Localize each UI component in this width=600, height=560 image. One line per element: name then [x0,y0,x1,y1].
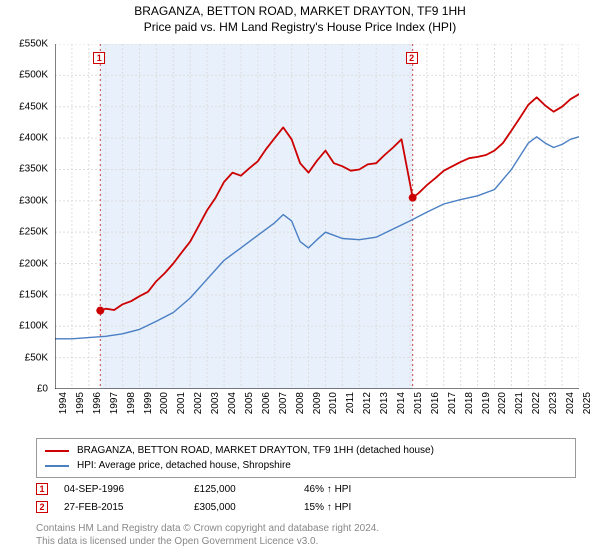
x-tick-label: 2002 [193,392,204,414]
x-tick-label: 2007 [278,392,289,414]
x-tick-label: 2024 [565,392,576,414]
legend-label: HPI: Average price, detached house, Shro… [77,458,291,473]
y-tick-label: £150K [19,289,48,300]
y-tick-label: £350K [19,164,48,175]
legend: BRAGANZA, BETTON ROAD, MARKET DRAYTON, T… [36,438,576,478]
x-tick-label: 2008 [295,392,306,414]
x-tick-label: 2012 [362,392,373,414]
y-tick-label: £450K [19,101,48,112]
x-tick-label: 1996 [92,392,103,414]
event-date: 27-FEB-2015 [64,502,194,513]
x-tick-label: 1994 [58,392,69,414]
event-delta: 46% ↑ HPI [304,484,424,495]
plot-svg [55,44,579,389]
event-row: 2 27-FEB-2015£305,00015% ↑ HPI [36,498,576,516]
attribution-line-1: Contains HM Land Registry data © Crown c… [36,522,576,535]
y-axis-labels: £0£50K£100K£150K£200K£250K£300K£350K£400… [0,44,52,389]
legend-label: BRAGANZA, BETTON ROAD, MARKET DRAYTON, T… [77,443,434,458]
chart-subtitle: Price paid vs. HM Land Registry's House … [0,20,600,36]
attribution-line-2: This data is licensed under the Open Gov… [36,535,576,548]
x-tick-label: 2001 [176,392,187,414]
x-tick-label: 2014 [396,392,407,414]
x-tick-label: 2015 [413,392,424,414]
x-tick-label: 2016 [430,392,441,414]
plot-area: 12 [55,44,579,389]
x-tick-label: 2006 [261,392,272,414]
x-tick-label: 2000 [159,392,170,414]
x-tick-label: 2005 [244,392,255,414]
legend-row: BRAGANZA, BETTON ROAD, MARKET DRAYTON, T… [45,443,567,458]
y-tick-label: £500K [19,70,48,81]
y-tick-label: £250K [19,227,48,238]
x-tick-label: 1995 [75,392,86,414]
x-tick-label: 2018 [464,392,475,414]
x-tick-label: 2010 [328,392,339,414]
y-tick-label: £50K [25,352,48,363]
x-tick-label: 2020 [497,392,508,414]
chart-title: BRAGANZA, BETTON ROAD, MARKET DRAYTON, T… [0,4,600,20]
event-delta: 15% ↑ HPI [304,502,424,513]
y-tick-label: £550K [19,39,48,50]
legend-swatch [45,450,69,452]
event-price: £305,000 [194,502,304,513]
y-tick-label: £100K [19,321,48,332]
event-price: £125,000 [194,484,304,495]
x-tick-label: 2013 [379,392,390,414]
x-tick-label: 2009 [312,392,323,414]
y-tick-label: £300K [19,195,48,206]
x-tick-label: 2004 [227,392,238,414]
x-tick-label: 1998 [126,392,137,414]
event-date: 04-SEP-1996 [64,484,194,495]
x-tick-label: 2022 [531,392,542,414]
attribution-footer: Contains HM Land Registry data © Crown c… [36,522,576,548]
x-tick-label: 2019 [481,392,492,414]
x-tick-label: 2021 [514,392,525,414]
x-tick-label: 2023 [548,392,559,414]
x-tick-label: 2011 [345,392,356,414]
event-table: 1 04-SEP-1996£125,00046% ↑ HPI 2 27-FEB-201… [36,480,576,516]
x-tick-label: 2003 [210,392,221,414]
legend-swatch [45,465,69,467]
x-tick-label: 2025 [582,392,593,414]
x-axis-labels: 1994 1995 1996 1997 1998 1999 2000 2001 2002 2003… [55,390,579,435]
event-marker-box: 2 [36,501,48,513]
x-tick-label: 1997 [109,392,120,414]
x-tick-label: 1999 [143,392,154,414]
y-tick-label: £200K [19,258,48,269]
legend-row: HPI: Average price, detached house, Shro… [45,458,567,473]
chart-titles: BRAGANZA, BETTON ROAD, MARKET DRAYTON, T… [0,0,600,35]
x-tick-label: 2017 [447,392,458,414]
chart-container: BRAGANZA, BETTON ROAD, MARKET DRAYTON, T… [0,0,600,560]
event-marker-box: 1 [36,483,48,495]
y-tick-label: £0 [37,384,48,395]
y-tick-label: £400K [19,133,48,144]
event-row: 1 04-SEP-1996£125,00046% ↑ HPI [36,480,576,498]
